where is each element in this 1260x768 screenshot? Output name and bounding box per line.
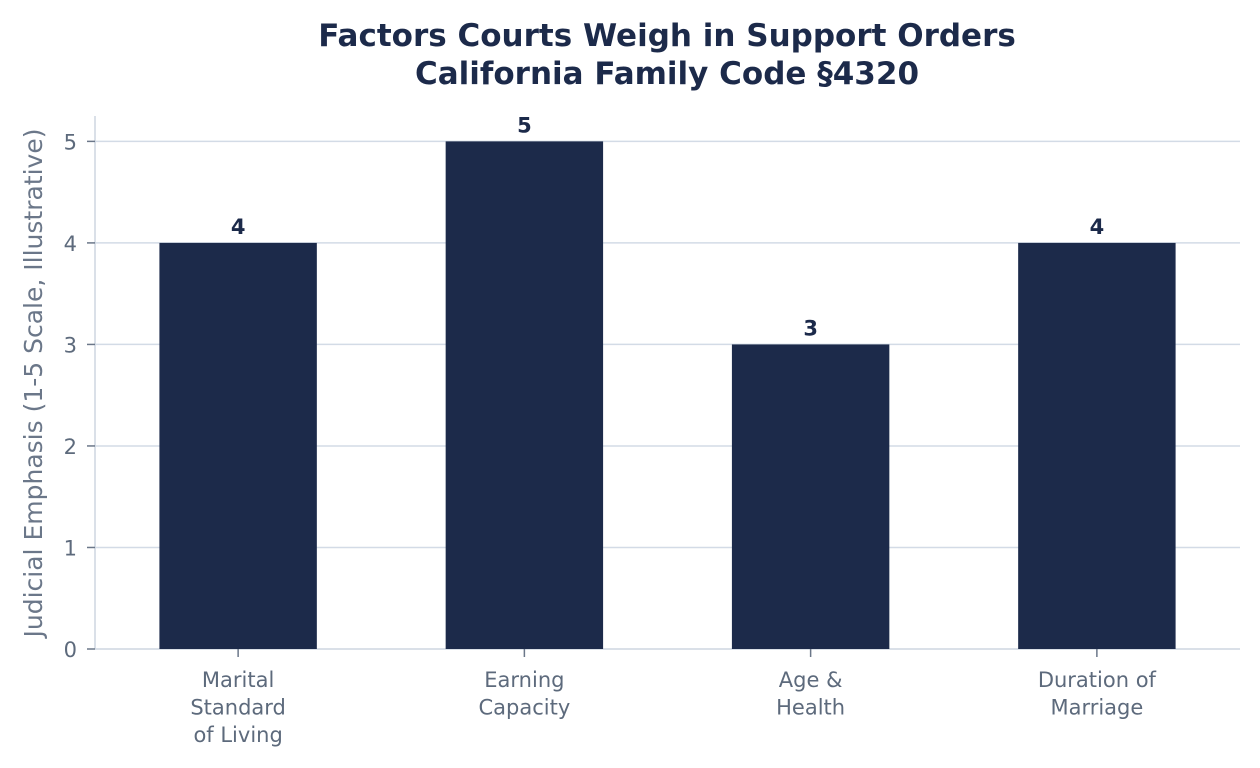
x-axis-ticks: Marital Standard of Living Earning Capacity A… <box>190 649 1157 747</box>
x-tick-label-line: Age & <box>779 668 843 692</box>
data-labels: 4 5 3 4 <box>231 113 1104 340</box>
x-tick-label-line: Marital <box>202 668 274 692</box>
x-tick-label-line: Capacity <box>478 696 570 720</box>
y-tick-label: 3 <box>64 333 77 357</box>
chart-title-group: Factors Courts Weigh in Support Orders C… <box>318 18 1016 92</box>
y-tick-label: 5 <box>64 130 77 154</box>
x-tick-label-line: Duration of <box>1038 668 1157 692</box>
bars <box>159 141 1176 649</box>
chart-title: Factors Courts Weigh in Support Orders <box>318 18 1016 54</box>
x-tick-label-line: of Living <box>193 723 282 747</box>
bar <box>1018 242 1176 649</box>
data-label: 5 <box>517 113 532 137</box>
chart-subtitle: California Family Code §4320 <box>415 56 919 92</box>
y-tick-label: 2 <box>64 435 77 459</box>
y-axis-label: Judicial Emphasis (1-5 Scale, Illustrati… <box>19 129 48 640</box>
y-tick-label: 4 <box>64 232 77 256</box>
bar <box>159 242 317 649</box>
y-axis-ticks: 0 1 2 3 4 5 <box>64 130 95 662</box>
y-tick-label: 1 <box>64 536 77 560</box>
data-label: 4 <box>231 215 246 239</box>
data-label: 3 <box>803 316 818 340</box>
bar <box>731 344 890 649</box>
x-tick-label-line: Earning <box>484 668 564 692</box>
x-tick-label: Duration of Marriage <box>1038 668 1157 720</box>
x-tick-label-line: Standard <box>190 696 286 720</box>
y-tick-label: 0 <box>64 638 77 662</box>
x-tick-label: Earning Capacity <box>478 668 570 720</box>
x-tick-label-line: Health <box>776 696 845 720</box>
x-tick-label-line: Marriage <box>1050 696 1143 720</box>
bar <box>445 141 604 649</box>
x-tick-label: Marital Standard of Living <box>190 668 286 747</box>
x-tick-label: Age & Health <box>776 668 845 720</box>
data-label: 4 <box>1090 215 1105 239</box>
